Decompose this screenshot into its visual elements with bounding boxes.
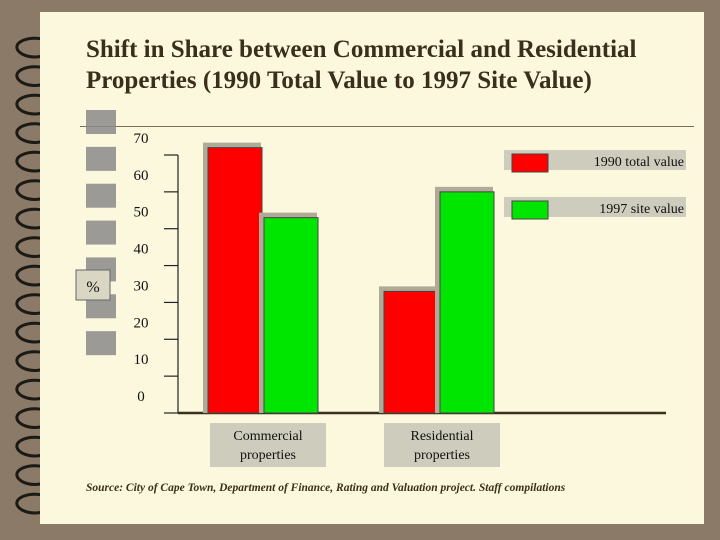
tick-label-shadow bbox=[86, 146, 116, 171]
x-tick-label: Commercial bbox=[233, 429, 302, 444]
y-tick-label: 10 bbox=[134, 352, 149, 368]
y-axis-label: % bbox=[86, 279, 99, 296]
bar bbox=[263, 217, 319, 414]
x-tick-label: Residential bbox=[411, 429, 474, 444]
legend-swatch bbox=[511, 200, 549, 220]
title-divider bbox=[80, 126, 694, 127]
tick-label-shadow bbox=[86, 110, 116, 134]
bar bbox=[207, 147, 263, 414]
category-label-box bbox=[384, 423, 500, 467]
legend-label: 1990 total value bbox=[594, 155, 684, 170]
legend-item-box bbox=[504, 197, 686, 217]
y-tick-label: 70 bbox=[134, 131, 149, 147]
bar bbox=[439, 191, 495, 414]
x-tick-label: properties bbox=[414, 448, 470, 463]
y-tick-label: 0 bbox=[137, 389, 145, 405]
category-label-box bbox=[210, 423, 326, 467]
tick-label-shadow bbox=[86, 183, 116, 208]
tick-label-shadow bbox=[86, 220, 116, 245]
legend-item-box bbox=[504, 150, 686, 170]
y-tick-label: 50 bbox=[134, 205, 149, 221]
slide-panel bbox=[40, 12, 704, 524]
source-note: Source: City of Cape Town, Department of… bbox=[86, 482, 566, 494]
y-tick-label: 20 bbox=[134, 315, 149, 331]
y-tick-label: 30 bbox=[134, 278, 149, 294]
x-tick-label: properties bbox=[240, 448, 296, 463]
tick-label-shadow bbox=[86, 331, 116, 356]
y-tick-label: 40 bbox=[134, 242, 149, 258]
legend-label: 1997 site value bbox=[599, 202, 684, 217]
slide-title: Shift in Share between Commercial and Re… bbox=[86, 36, 637, 94]
legend-swatch bbox=[511, 153, 549, 173]
y-axis-label-box bbox=[75, 269, 111, 301]
bar bbox=[383, 290, 439, 414]
y-tick-label: 60 bbox=[134, 168, 149, 184]
